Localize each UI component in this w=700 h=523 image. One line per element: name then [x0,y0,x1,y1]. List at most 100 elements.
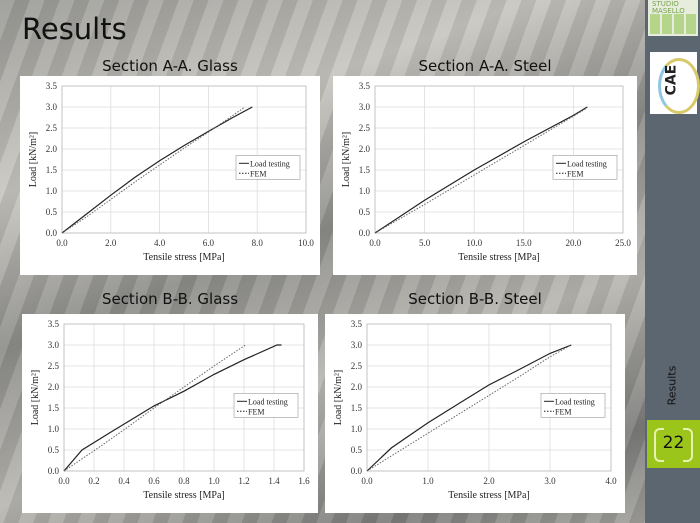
x-tick-label: 1.4 [268,476,280,486]
chart-svg: 0.0 1.0 2.0 3.0 4.0 0.0 0.5 1.0 1.5 2.0 2.5 3.0 3.5 T… [333,319,617,501]
y-tick-label: 1.0 [351,424,363,434]
chart-svg: 0.0 5.0 10.0 15.0 20.0 25.0 0.0 0.5 1.0 1.5 2.0 2.5… [341,81,631,263]
x-axis-label: Tensile stress [MPa] [458,252,540,263]
y-axis-label: Load [kN/m²] [28,132,39,187]
y-tick-label: 3.5 [351,319,363,329]
legend-label: Load testing [555,397,595,406]
page-number-box: 22 [647,420,700,468]
chart-svg: 0.0 0.2 0.4 0.6 0.8 1.0 1.2 1.4 1.6 0.0 0.5 1.0 1.5 2… [30,319,310,501]
y-tick-label: 2.0 [48,382,60,392]
x-axis-label: Tensile stress [MPa] [143,252,225,263]
x-tick-label: 1.0 [422,476,434,486]
y-tick-label: 1.0 [359,186,371,196]
legend-box [540,393,606,418]
page-number: 22 [662,433,685,453]
plot-area [63,323,305,472]
legend-box [235,155,301,180]
chart-bb-steel: 0.0 1.0 2.0 3.0 4.0 0.0 0.5 1.0 1.5 2.0 2.5 3.0 3.5 T… [325,314,625,513]
x-tick-label: 0.4 [118,476,130,486]
plot-area [374,85,624,234]
x-tick-label: 6.0 [203,238,215,248]
y-tick-label: 1.5 [359,165,371,175]
x-tick-label: 0.2 [88,476,99,486]
x-tick-label: 10.0 [298,238,314,248]
series-line-fem [63,344,246,472]
x-axis-label: Tensile stress [MPa] [448,490,530,501]
x-tick-label: 3.0 [544,476,556,486]
y-axis-label: Load [kN/m²] [30,370,41,425]
x-tick-label: 0.0 [58,476,70,486]
plot-area [366,323,612,472]
y-tick-label: 3.5 [48,319,60,329]
y-tick-label: 1.0 [48,424,60,434]
y-tick-label: 1.5 [48,403,60,413]
y-tick-label: 0.0 [359,228,371,238]
chart-aa-steel: 0.0 5.0 10.0 15.0 20.0 25.0 0.0 0.5 1.0 1.5 2.0 2.5… [333,76,637,275]
y-axis-label: Load [kN/m²] [333,370,344,425]
y-tick-label: 2.0 [359,144,371,154]
y-tick-label: 3.0 [48,340,60,350]
y-tick-label: 0.0 [46,228,58,238]
bracket-left [654,428,664,462]
chart-aa-glass: 0.0 2.0 4.0 6.0 8.0 10.0 0.0 0.5 1.0 1.5 2.0 2.5 3.0… [20,76,320,275]
y-tick-label: 3.0 [359,102,371,112]
y-tick-label: 3.0 [351,340,363,350]
y-tick-label: 3.0 [46,102,58,112]
section-label-text: Results [665,365,679,406]
studio-logo: STUDIO MASELLO [648,0,698,36]
y-tick-label: 0.0 [351,466,363,476]
chart-svg: 0.0 2.0 4.0 6.0 8.0 10.0 0.0 0.5 1.0 1.5 2.0 2.5 3.0… [28,81,314,263]
y-tick-label: 1.5 [46,165,58,175]
x-tick-label: 2.0 [483,476,495,486]
y-tick-label: 2.0 [46,144,58,154]
x-tick-label: 1.0 [208,476,220,486]
chart-title-aa-steel: Section A-A. Steel [418,57,552,75]
x-tick-label: 15.0 [516,238,532,248]
x-tick-label: 8.0 [252,238,264,248]
legend-label: Load testing [248,397,288,406]
legend-label: FEM [567,169,583,178]
series-line-load-testing [374,106,588,234]
y-tick-label: 0.5 [48,445,60,455]
y-tick-label: 2.5 [48,361,60,371]
x-tick-label: 4.0 [154,238,166,248]
y-axis-label: Load [kN/m²] [341,132,352,187]
x-tick-label: 2.0 [105,238,117,248]
chart-bb-glass: 0.0 0.2 0.4 0.6 0.8 1.0 1.2 1.4 1.6 0.0 0.5 1.0 1.5 2… [22,314,318,513]
y-tick-label: 3.5 [359,81,371,91]
slide-title: Results [22,12,127,46]
legend-label: FEM [555,407,571,416]
x-tick-label: 10.0 [466,238,482,248]
chart-title-bb-steel: Section B-B. Steel [408,290,542,308]
plot-area [61,85,307,234]
section-label: Results [660,365,690,410]
x-tick-label: 20.0 [566,238,582,248]
legend-label: FEM [250,169,266,178]
legend-label: FEM [248,407,264,416]
x-tick-label: 5.0 [419,238,431,248]
y-tick-label: 0.0 [48,466,60,476]
y-tick-label: 0.5 [46,207,58,217]
series-line-fem [61,106,246,234]
cae-logo: CAE [650,52,700,114]
x-tick-label: 0.8 [178,476,190,486]
x-tick-label: 1.6 [298,476,310,486]
chart-title-bb-glass: Section B-B. Glass [101,290,239,308]
legend-label: Load testing [567,159,607,168]
chart-title-aa-glass: Section A-A. Glass [102,57,238,75]
series-line-load-testing [366,344,572,472]
x-tick-label: 4.0 [605,476,617,486]
legend-label: Load testing [250,159,290,168]
series-line-load-testing [63,344,282,472]
x-tick-label: 25.0 [615,238,631,248]
y-tick-label: 0.5 [359,207,371,217]
x-tick-label: 0.0 [361,476,373,486]
legend-box [552,155,618,180]
y-tick-label: 1.5 [351,403,363,413]
x-axis-label: Tensile stress [MPa] [143,490,225,501]
y-tick-label: 2.5 [46,123,58,133]
series-line-load-testing [61,106,253,234]
x-tick-label: 0.6 [148,476,160,486]
y-tick-label: 2.0 [351,382,363,392]
bracket-right [683,428,693,462]
